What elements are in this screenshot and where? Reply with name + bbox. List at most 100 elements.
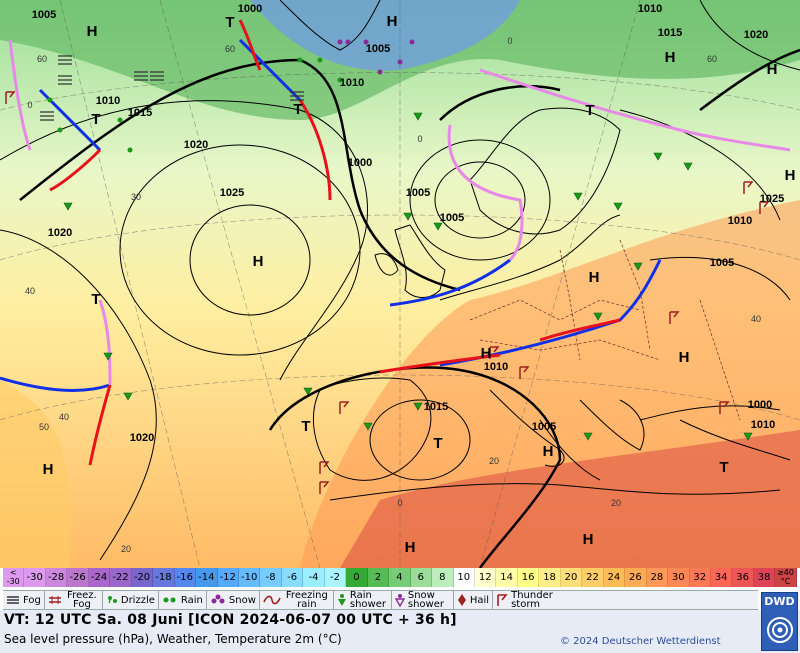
scale-cell: -2: [324, 568, 347, 587]
temperature-scale: < -30 -30 -28 -26 -24 -22 -20 -18 -16 -14 -12 -10 -8-…: [3, 568, 797, 590]
isobar-labels: 1005 1010 1015 1020 1025 1000 1005 1010 1000 1005…: [32, 3, 784, 444]
coast-north-sea: [439, 214, 621, 301]
isobar-bold: [268, 366, 562, 568]
isobar-label: 1000: [238, 3, 262, 15]
rain-shower-icon: [103, 352, 113, 361]
rain-dot: [57, 127, 63, 133]
rain-shower-icon: [413, 402, 423, 411]
low-pressure-label: T: [91, 111, 100, 128]
scale-cell: -6: [281, 568, 304, 587]
legend-snow-label: Snow: [228, 594, 256, 606]
isobar: [0, 229, 157, 561]
rain-shower-icon: [363, 422, 373, 431]
isobar-label: 1005: [32, 9, 56, 21]
warm-front: [539, 318, 621, 342]
atlantic-warm-zone: [0, 380, 72, 568]
snow-icon: [345, 39, 351, 45]
legend-freezing-rain-label: Freezing rain: [285, 590, 328, 610]
rain-shower-icon: [303, 387, 313, 396]
temperature-isoline-label: 50: [39, 422, 49, 432]
rain-shower-icon: [743, 432, 753, 441]
thunderstorm-icon: [743, 181, 754, 194]
scale-cell: -22: [110, 568, 132, 587]
scale-cell: 32: [689, 568, 711, 587]
scale-cell: -12: [217, 568, 239, 587]
scale-cell: 10: [453, 568, 475, 587]
isobar-label: 1005: [532, 421, 556, 433]
low-pressure-label: T: [585, 102, 594, 119]
high-pressure-label: H: [543, 443, 554, 460]
temperature-isoline-label: 60: [37, 54, 47, 64]
scale-cell: 26: [625, 568, 647, 587]
weather-legend: Fog Freez. Fog Drizzle Rain Snow Freezin…: [3, 590, 758, 610]
legend-thunderstorm: Thunder storm: [493, 590, 562, 610]
scale-cell: 12: [474, 568, 497, 587]
legend-freezing-fog-label: Freez. Fog: [67, 590, 97, 610]
snow-icon: [377, 69, 383, 75]
scale-lower-symbol: <: [9, 568, 17, 577]
legend-fog: Fog: [3, 591, 45, 609]
snow-icon: [337, 39, 343, 45]
scale-cell: 20: [560, 568, 583, 587]
scale-cell-lower: < -30: [3, 568, 25, 587]
thunderstorm-icon: [489, 346, 500, 359]
fog-icon: [290, 91, 304, 101]
legend-snow-shower-label: Snow shower: [407, 590, 444, 610]
temperature-isoline-label: 20: [611, 498, 621, 508]
graticule: [0, 0, 800, 568]
isobar: [539, 419, 601, 481]
rain-shower-icon: [413, 112, 423, 121]
legend-thunderstorm-label: Thunder storm: [511, 590, 553, 610]
occluded-front: [98, 299, 112, 386]
low-pressure-label: T: [433, 435, 442, 452]
occluded-front: [8, 39, 32, 151]
scale-cell: 28: [646, 568, 669, 587]
rain-shower-icon: [633, 262, 643, 271]
scale-cell: 8: [432, 568, 454, 587]
high-pressure-label: H: [253, 253, 264, 270]
snow-icon: [363, 39, 369, 45]
temperature-isoline-label: 20: [121, 544, 131, 554]
rain-dot: [337, 77, 343, 83]
coast-turkey: [639, 405, 781, 421]
map-description: Sea level pressure (hPa), Weather, Tempe…: [4, 632, 342, 646]
rain-symbols: [47, 57, 343, 153]
isobar-label: 1020: [184, 139, 208, 151]
legend-hail: Hail: [454, 591, 494, 609]
scale-cell: 16: [517, 568, 540, 587]
border-line: [619, 239, 651, 351]
temperature-isoline-label: 30: [131, 192, 141, 202]
thunderstorm-icon: [319, 461, 330, 474]
temperature-isoline-label: 0: [507, 36, 512, 46]
scale-cell: -18: [153, 568, 175, 587]
grid-line: [0, 72, 800, 111]
isobar: [649, 256, 791, 301]
high-pressure-label: H: [589, 269, 600, 286]
isobar: [434, 161, 526, 239]
rain-shower-icon: [433, 222, 443, 231]
isobar-label: 1000: [348, 157, 372, 169]
high-pressure-label: H: [43, 461, 54, 478]
warm-front: [88, 384, 112, 466]
high-pressure-label: H: [679, 349, 690, 366]
grid-line: [0, 214, 800, 261]
isobar-label: 1000: [748, 399, 772, 411]
isobar-label: 1005: [406, 187, 430, 199]
shower-symbols: [63, 112, 753, 441]
fog-icon: [40, 111, 54, 121]
temperature-isoline-label: 40: [59, 412, 69, 422]
scale-unit: °C: [780, 577, 791, 586]
isobar-label: 1020: [130, 432, 154, 444]
warm-front: [49, 148, 102, 192]
rain-shower-icon: [583, 432, 593, 441]
rain-shower-icon: [403, 212, 413, 221]
rain-shower-icon: [613, 202, 623, 211]
low-pressure-label: T: [91, 291, 100, 308]
isobar-label: 1010: [728, 215, 752, 227]
drizzle-icon: [107, 596, 117, 604]
scale-cell: 4: [389, 568, 411, 587]
rain-dot: [117, 117, 123, 123]
coastlines: [279, 0, 781, 501]
scale-upper-value: ≥40: [777, 568, 794, 577]
isobar: [189, 204, 311, 316]
